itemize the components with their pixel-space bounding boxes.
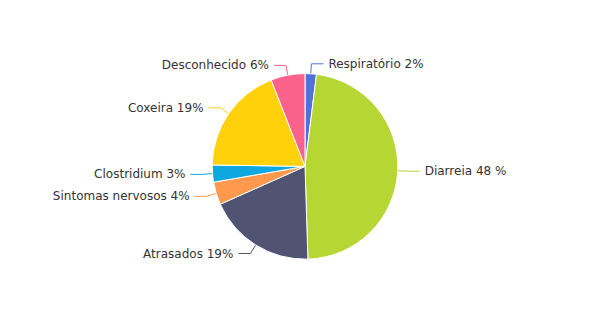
svg-text:Respiratório 2%: Respiratório 2% xyxy=(328,57,423,71)
svg-text:Atrasados 19%: Atrasados 19% xyxy=(143,247,233,261)
svg-text:Sintomas nervosos 4%: Sintomas nervosos 4% xyxy=(53,189,190,203)
svg-text:Desconhecido 6%: Desconhecido 6% xyxy=(162,58,269,72)
svg-text:Clostridium 3%: Clostridium 3% xyxy=(94,167,185,181)
svg-text:Coxeira 19%: Coxeira 19% xyxy=(128,101,204,115)
svg-text:Diarreia 48 %: Diarreia 48 % xyxy=(425,164,507,178)
